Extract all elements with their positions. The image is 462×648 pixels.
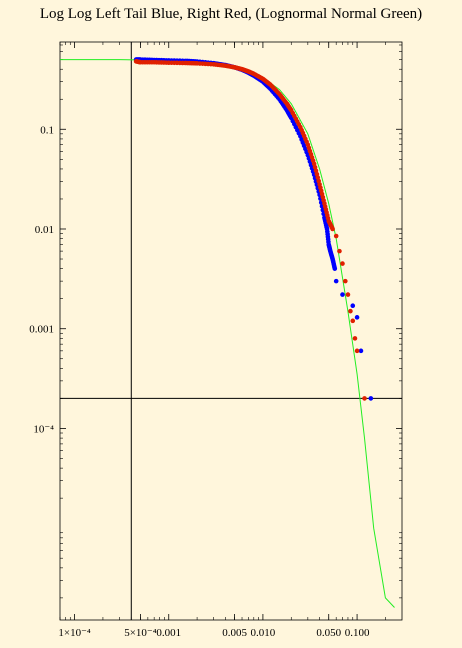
data-point xyxy=(332,266,338,271)
data-point xyxy=(337,248,342,254)
data-point xyxy=(368,396,374,401)
series-layer xyxy=(60,57,395,608)
data-point xyxy=(340,292,345,297)
data-point xyxy=(350,303,356,309)
x-tick-label: 5×10⁻⁴ xyxy=(124,627,157,639)
x-tick-label: 0.010 xyxy=(251,627,276,639)
x-tick-label: 1×10⁻⁴ xyxy=(58,627,91,639)
x-tick-label: 0.050 xyxy=(316,627,341,639)
data-point xyxy=(345,292,351,297)
chart-title: Log Log Left Tail Blue, Right Red, (Logn… xyxy=(39,6,423,22)
x-tick-label: 0.001 xyxy=(156,627,181,639)
y-axis-ticks: 0.1 0.01 0.001 10⁻⁴ xyxy=(29,44,402,599)
y-tick-label: 0.1 xyxy=(40,124,54,136)
x-tick-label: 0.100 xyxy=(345,627,370,639)
data-point xyxy=(333,278,339,284)
plot-frame xyxy=(59,41,403,621)
series-line-0 xyxy=(60,59,395,608)
data-point xyxy=(350,318,356,324)
data-point xyxy=(340,261,345,266)
data-point xyxy=(330,226,335,232)
data-point xyxy=(343,278,348,284)
data-point xyxy=(333,233,339,239)
y-tick-label: 0.001 xyxy=(29,324,54,336)
data-point xyxy=(352,336,358,341)
data-point xyxy=(348,308,353,314)
data-point xyxy=(354,315,360,320)
y-tick-label: 10⁻⁴ xyxy=(33,423,54,435)
x-tick-label: 0.005 xyxy=(222,627,247,639)
data-point xyxy=(362,396,367,401)
y-tick-label: 0.01 xyxy=(35,224,54,236)
data-point xyxy=(354,348,360,354)
data-point xyxy=(358,348,364,354)
reference-lines xyxy=(60,42,402,620)
x-axis-ticks: 1×10⁻⁴ 5×10⁻⁴ 0.001 0.005 0.010 0.050 0.100 xyxy=(58,42,386,639)
